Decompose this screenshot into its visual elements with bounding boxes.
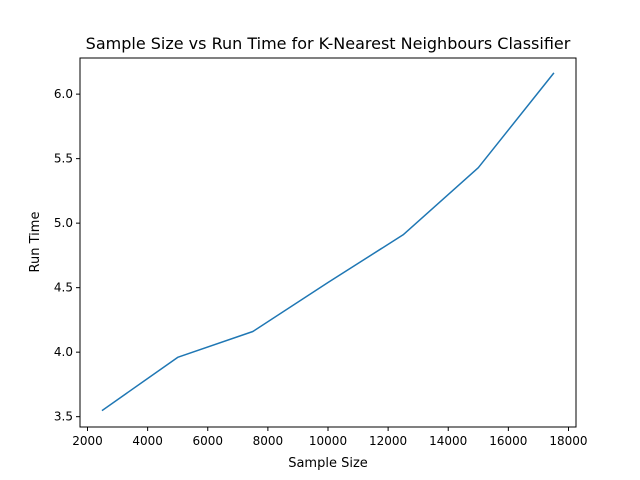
plot-frame <box>79 57 577 428</box>
series-layer <box>101 72 555 412</box>
y-axis-label: Run Time <box>28 212 43 273</box>
series-line <box>101 72 555 412</box>
y-tick-label: 5.0 <box>54 216 73 230</box>
x-tick-label: 16000 <box>489 434 527 448</box>
x-tick-label: 4000 <box>132 434 163 448</box>
x-tick-label: 18000 <box>549 434 587 448</box>
x-tick-label: 6000 <box>192 434 223 448</box>
y-axis-ticks: 3.5 4.0 4.5 5.0 5.5 6.0 <box>54 87 80 424</box>
x-tick-label: 12000 <box>369 434 407 448</box>
chart-title: Sample Size vs Run Time for K-Nearest Ne… <box>86 34 571 53</box>
x-tick-label: 2000 <box>72 434 103 448</box>
y-tick-label: 5.5 <box>54 152 73 166</box>
y-tick-label: 6.0 <box>54 87 73 101</box>
x-axis-label: Sample Size <box>288 456 368 471</box>
y-tick-label: 3.5 <box>54 410 73 424</box>
y-tick-label: 4.0 <box>54 345 73 359</box>
x-tick-label: 14000 <box>429 434 467 448</box>
x-axis-ticks: 2000 4000 6000 8000 10000 12000 14000 16000 1800… <box>72 427 588 448</box>
y-tick-label: 4.5 <box>54 281 73 295</box>
x-tick-label: 10000 <box>309 434 347 448</box>
x-tick-label: 8000 <box>253 434 284 448</box>
